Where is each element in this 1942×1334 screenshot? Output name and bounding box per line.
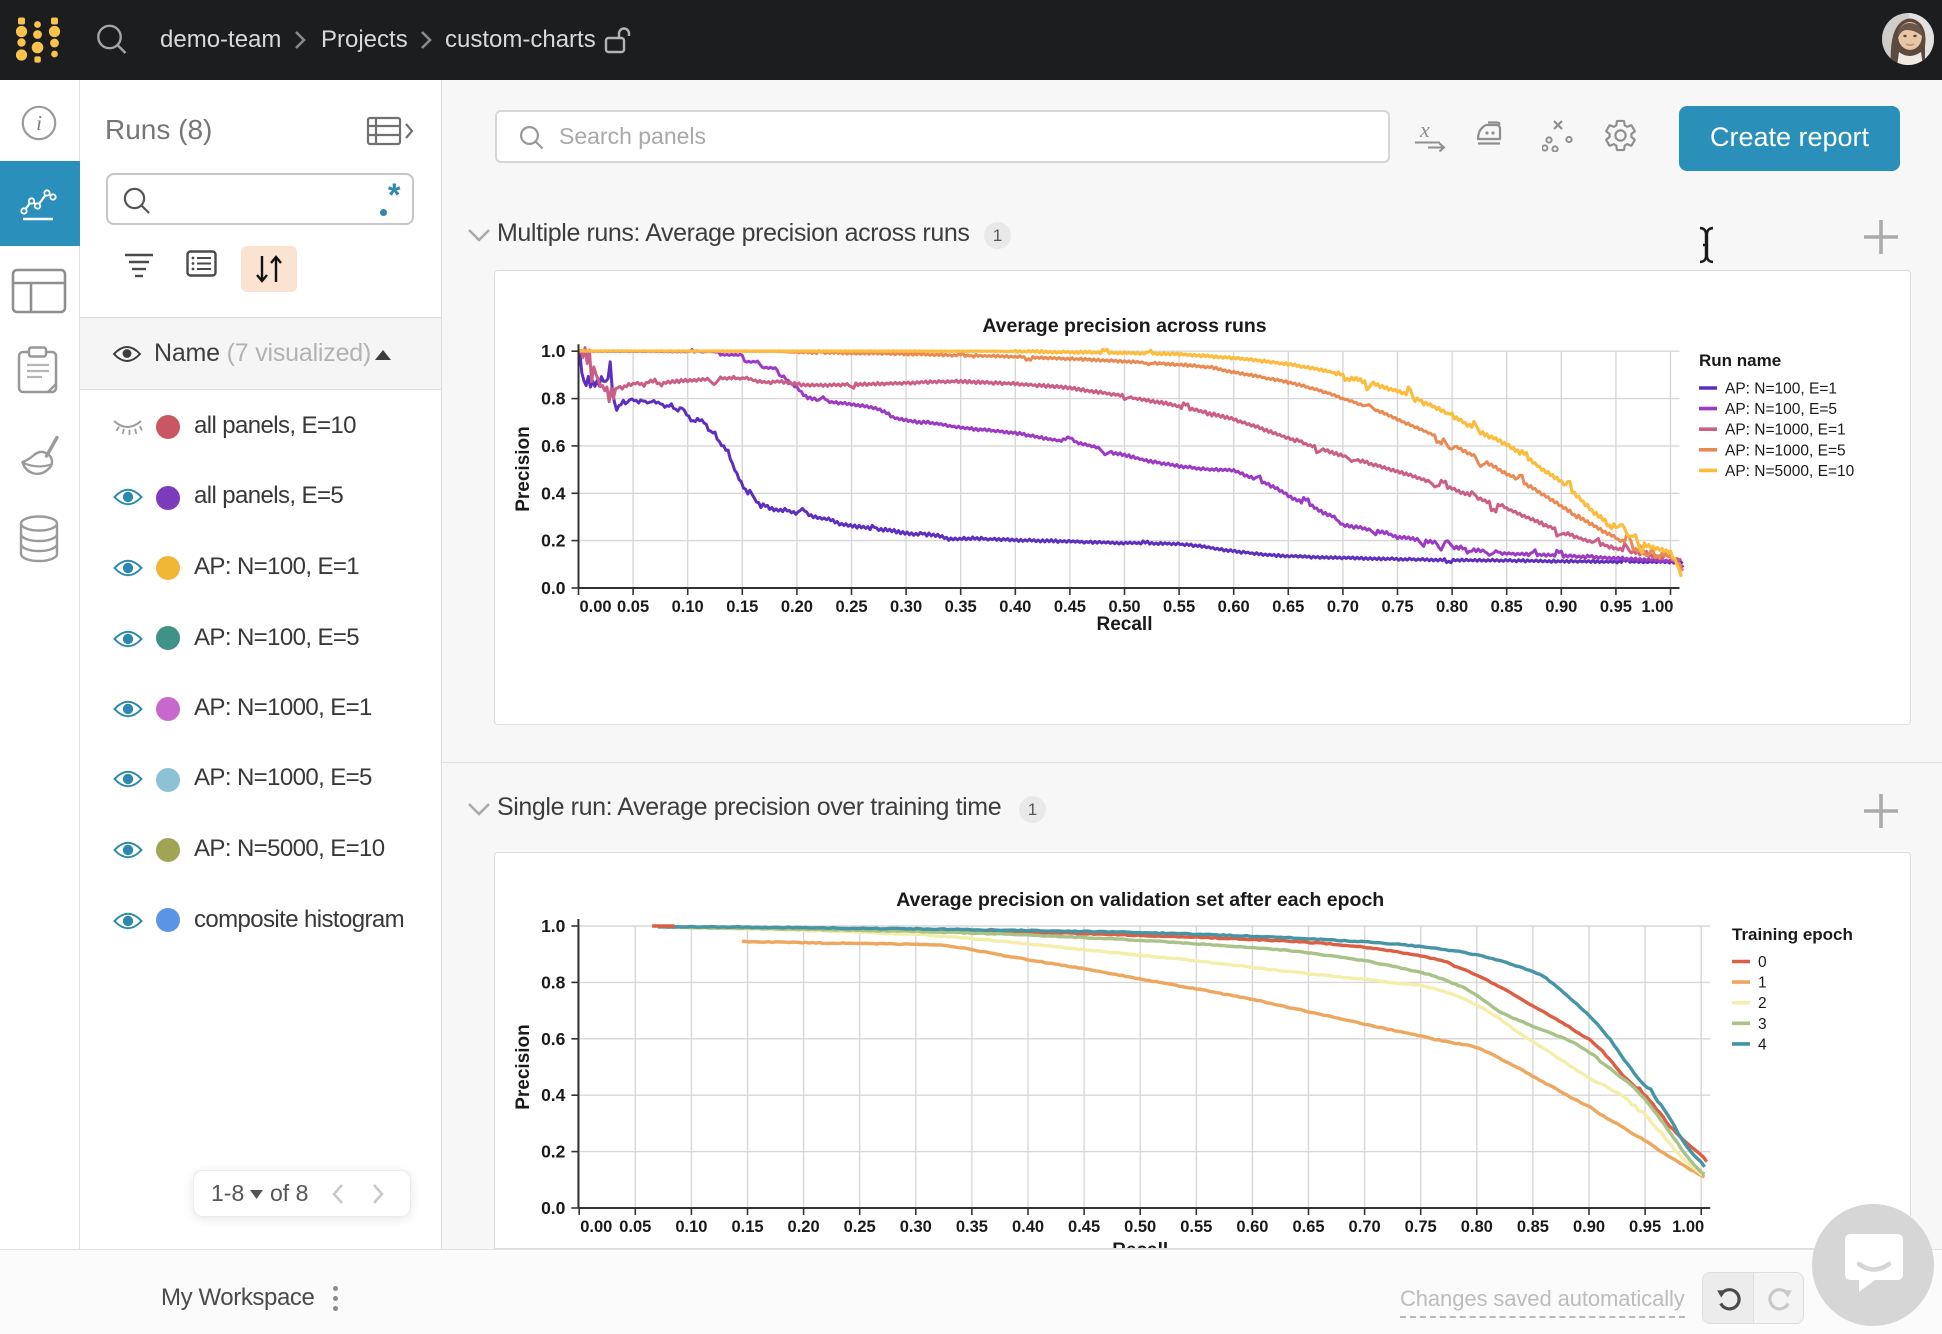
- svg-text:0.65: 0.65: [1292, 1218, 1324, 1236]
- svg-text:0.2: 0.2: [541, 531, 566, 551]
- svg-text:0.45: 0.45: [1068, 1218, 1100, 1236]
- svg-text:0.05: 0.05: [619, 1218, 651, 1236]
- svg-text:0.65: 0.65: [1272, 598, 1304, 616]
- svg-text:Recall: Recall: [1097, 614, 1153, 635]
- svg-text:0.90: 0.90: [1545, 598, 1577, 616]
- svg-text:0.2: 0.2: [541, 1142, 566, 1162]
- svg-text:0.8: 0.8: [541, 972, 566, 992]
- svg-text:0.50: 0.50: [1124, 1218, 1156, 1236]
- svg-text:Training epoch: Training epoch: [1732, 925, 1853, 944]
- svg-text:0.8: 0.8: [541, 389, 566, 409]
- svg-text:0.6: 0.6: [541, 436, 566, 456]
- svg-text:AP: N=5000, E=10: AP: N=5000, E=10: [1725, 463, 1855, 480]
- svg-text:0.95: 0.95: [1600, 598, 1632, 616]
- svg-text:0.55: 0.55: [1180, 1218, 1212, 1236]
- svg-text:0.00: 0.00: [580, 598, 612, 616]
- svg-text:0: 0: [1758, 954, 1767, 971]
- svg-text:Precision: Precision: [513, 426, 534, 512]
- svg-text:AP: N=1000, E=1: AP: N=1000, E=1: [1725, 422, 1846, 439]
- svg-text:0.50: 0.50: [1108, 598, 1140, 616]
- svg-text:AP: N=1000, E=5: AP: N=1000, E=5: [1725, 442, 1846, 459]
- svg-text:Recall: Recall: [1112, 1240, 1168, 1249]
- svg-text:1.00: 1.00: [1641, 598, 1673, 616]
- svg-text:1.00: 1.00: [1672, 1218, 1704, 1236]
- svg-text:0.4: 0.4: [541, 483, 566, 503]
- svg-text:0.30: 0.30: [900, 1218, 932, 1236]
- svg-text:0.0: 0.0: [541, 578, 566, 598]
- svg-text:0.15: 0.15: [726, 598, 758, 616]
- svg-text:1.0: 1.0: [541, 341, 566, 361]
- svg-text:Average precision across runs: Average precision across runs: [982, 315, 1266, 337]
- svg-text:0.6: 0.6: [541, 1029, 566, 1049]
- svg-text:0.10: 0.10: [672, 598, 704, 616]
- svg-text:0.40: 0.40: [1012, 1218, 1044, 1236]
- svg-text:0.10: 0.10: [675, 1218, 707, 1236]
- svg-text:0.45: 0.45: [1054, 598, 1086, 616]
- svg-text:Precision: Precision: [513, 1024, 534, 1110]
- svg-text:0.15: 0.15: [731, 1218, 763, 1236]
- svg-text:i: i: [36, 111, 42, 135]
- svg-text:0.60: 0.60: [1218, 598, 1250, 616]
- svg-text:0.35: 0.35: [945, 598, 977, 616]
- svg-text:0.40: 0.40: [999, 598, 1031, 616]
- svg-text:AP: N=100, E=5: AP: N=100, E=5: [1725, 401, 1837, 418]
- svg-text:4: 4: [1758, 1036, 1767, 1053]
- svg-text:1: 1: [1758, 975, 1767, 992]
- svg-text:0.20: 0.20: [788, 1218, 820, 1236]
- svg-text:0.0: 0.0: [541, 1198, 566, 1218]
- svg-text:Average precision on validatio: Average precision on validation set afte…: [896, 889, 1384, 911]
- svg-text:0.70: 0.70: [1327, 598, 1359, 616]
- svg-text:x: x: [1419, 120, 1430, 142]
- svg-text:0.85: 0.85: [1491, 598, 1523, 616]
- svg-text:0.75: 0.75: [1405, 1218, 1437, 1236]
- svg-text:1.0: 1.0: [541, 916, 566, 936]
- svg-text:0.70: 0.70: [1349, 1218, 1381, 1236]
- svg-text:3: 3: [1758, 1016, 1767, 1033]
- svg-text:0.25: 0.25: [844, 1218, 876, 1236]
- svg-text:Run name: Run name: [1699, 351, 1781, 370]
- svg-text:0.95: 0.95: [1629, 1218, 1661, 1236]
- svg-text:0.35: 0.35: [956, 1218, 988, 1236]
- svg-text:0.80: 0.80: [1436, 598, 1468, 616]
- svg-text:0.75: 0.75: [1381, 598, 1413, 616]
- svg-text:0.30: 0.30: [890, 598, 922, 616]
- svg-text:AP: N=100, E=1: AP: N=100, E=1: [1725, 381, 1837, 398]
- svg-text:0.25: 0.25: [835, 598, 867, 616]
- svg-text:0.90: 0.90: [1573, 1218, 1605, 1236]
- svg-text:0.55: 0.55: [1163, 598, 1195, 616]
- svg-text:0.4: 0.4: [541, 1085, 566, 1105]
- svg-text:0.00: 0.00: [580, 1218, 612, 1236]
- svg-text:0.80: 0.80: [1461, 1218, 1493, 1236]
- svg-text:0.20: 0.20: [781, 598, 813, 616]
- svg-text:2: 2: [1758, 995, 1767, 1012]
- svg-text:0.85: 0.85: [1517, 1218, 1549, 1236]
- svg-text:0.05: 0.05: [617, 598, 649, 616]
- svg-text:0.60: 0.60: [1236, 1218, 1268, 1236]
